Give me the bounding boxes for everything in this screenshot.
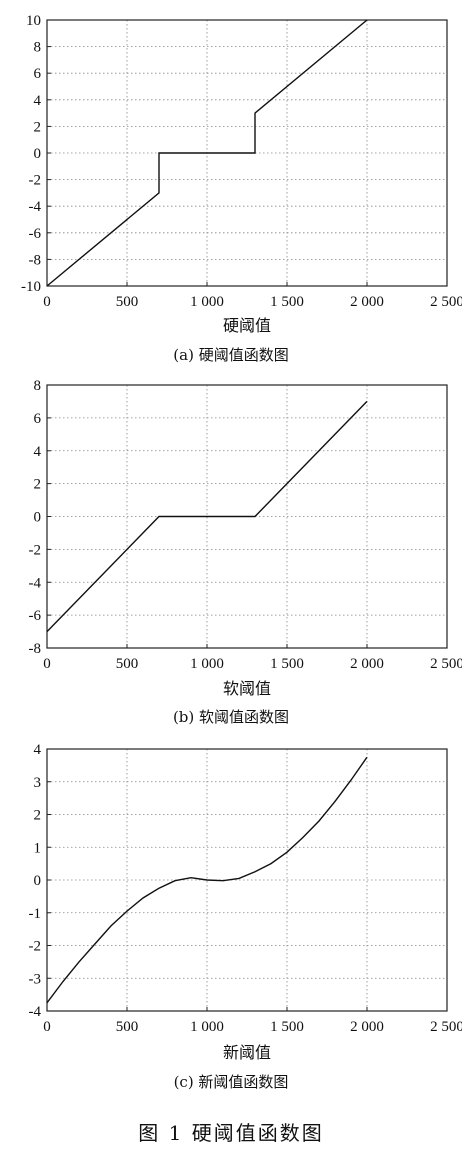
chart-panel-2: 0 500 1 000 1 500 2 000 2 500 4 3 2 1 0 -1 -2 -3 -4 新阈值… xyxy=(29,742,462,1091)
x-tick-label: 500 xyxy=(116,1019,139,1035)
x-axis-label: 新阈值 xyxy=(223,1043,271,1062)
y-tick-label: -4 xyxy=(29,575,42,591)
y-tick-label: 0 xyxy=(34,510,42,526)
y-tick-label: 2 xyxy=(34,477,42,493)
y-tick-label: 8 xyxy=(34,378,42,394)
y-tick-label: -2 xyxy=(29,939,42,955)
x-tick-label: 500 xyxy=(116,294,139,310)
y-tick-label: -4 xyxy=(29,1004,42,1020)
y-tick-label: 1 xyxy=(34,840,42,856)
y-tick-label: -2 xyxy=(29,542,42,558)
x-tick-label: 2 000 xyxy=(350,294,384,310)
y-tick-label: 10 xyxy=(26,13,41,29)
y-tick-label: -8 xyxy=(29,641,42,657)
x-tick-label: 2 000 xyxy=(350,1019,384,1035)
series-line-0 xyxy=(46,400,368,633)
y-tick-label: -8 xyxy=(29,252,42,268)
y-tick-label: -1 xyxy=(29,906,42,922)
x-axis-label: 软阈值 xyxy=(223,679,271,698)
series-line-0 xyxy=(46,756,368,1004)
x-tick-label: 1 500 xyxy=(270,1019,304,1035)
y-tick-label: 4 xyxy=(34,444,42,460)
y-tick-label: 0 xyxy=(34,146,42,162)
y-tick-label: -2 xyxy=(29,173,42,189)
x-tick-label: 500 xyxy=(116,656,139,672)
y-tick-label: -3 xyxy=(29,971,42,987)
subfigure-caption: (b) 软阈值函数图 xyxy=(173,708,289,726)
y-tick-label: -10 xyxy=(21,279,41,295)
y-tick-label: 2 xyxy=(34,119,42,135)
x-tick-label: 2 500 xyxy=(430,656,462,672)
x-tick-label: 2 500 xyxy=(430,294,462,310)
y-tick-label: 4 xyxy=(34,93,42,109)
x-tick-label: 0 xyxy=(43,656,51,672)
x-tick-label: 1 000 xyxy=(190,294,224,310)
x-tick-label: 0 xyxy=(43,294,51,310)
x-tick-label: 1 500 xyxy=(270,294,304,310)
subfigure-caption: (c) 新阈值函数图 xyxy=(174,1073,289,1091)
x-tick-label: 2 500 xyxy=(430,1019,462,1035)
x-tick-label: 0 xyxy=(43,1019,51,1035)
y-tick-label: 2 xyxy=(34,808,42,824)
x-tick-label: 2 000 xyxy=(350,656,384,672)
y-tick-label: 6 xyxy=(34,66,42,82)
y-tick-label: 0 xyxy=(34,873,42,889)
series-line-0 xyxy=(46,19,368,287)
chart-panel-1: 0 500 1 000 1 500 2 000 2 500 8 6 4 2 0 -2 -4 -6 -8 软阈值… xyxy=(29,378,462,726)
y-tick-label: -4 xyxy=(29,199,42,215)
y-tick-label: -6 xyxy=(29,608,42,624)
figure-caption: 图 1 硬阈值函数图 xyxy=(138,1121,323,1145)
x-tick-label: 1 000 xyxy=(190,656,224,672)
y-tick-label: 3 xyxy=(34,775,42,791)
x-tick-label: 1 500 xyxy=(270,656,304,672)
x-tick-label: 1 000 xyxy=(190,1019,224,1035)
y-tick-label: -6 xyxy=(29,226,42,242)
y-tick-label: 4 xyxy=(34,742,42,758)
y-tick-label: 8 xyxy=(34,40,42,56)
chart-panel-0: 0 500 1 000 1 500 2 000 2 500 10 8 6 4 2 0 -2 -4 -6 -8 -… xyxy=(21,13,462,364)
y-tick-label: 6 xyxy=(34,411,42,427)
subfigure-caption: (a) 硬阈值函数图 xyxy=(173,346,288,364)
x-axis-label: 硬阈值 xyxy=(223,316,271,335)
